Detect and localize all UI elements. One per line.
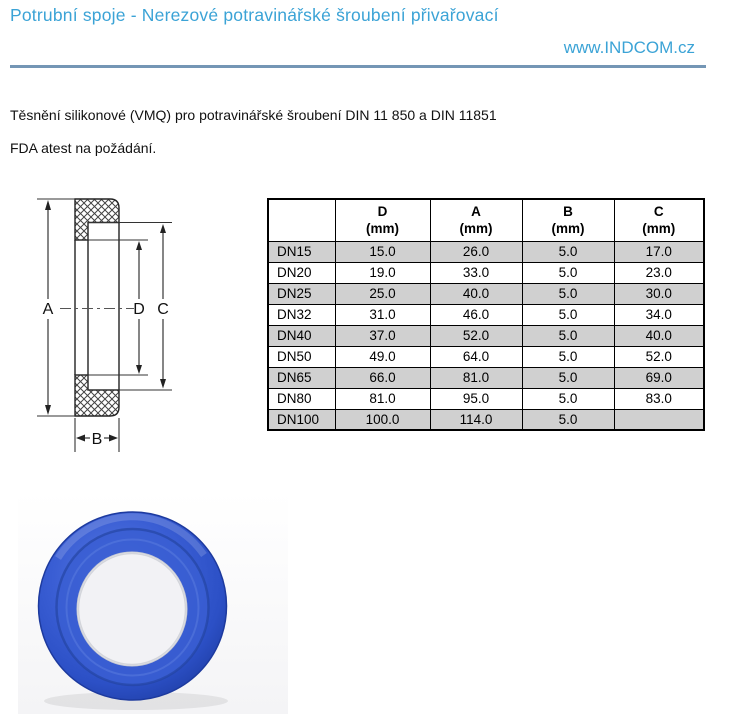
arrow-c-down — [160, 379, 166, 389]
gasket-hole — [76, 551, 188, 667]
intro-line-2: FDA atest na požádání. — [10, 140, 157, 156]
gasket-photo — [18, 492, 288, 714]
table-row: DN15 15.0 26.0 5.0 17.0 — [267, 240, 705, 263]
extension-lines — [37, 198, 172, 452]
table-row: DN32 31.0 46.0 5.0 34.0 — [267, 303, 705, 326]
dimensions-table: D (mm) A (mm) B (mm) C (mm) — [267, 198, 705, 431]
row-label: DN100 — [267, 408, 336, 431]
row-label: DN25 — [267, 282, 336, 305]
col-header-a: A (mm) — [429, 198, 523, 242]
table-row: DN65 66.0 81.0 5.0 69.0 — [267, 366, 705, 389]
profile-bottom-flange — [74, 374, 120, 417]
arrow-a-down — [45, 405, 51, 415]
arrow-d-up — [136, 241, 142, 250]
corner-cell — [267, 198, 336, 242]
arrow-a-up — [45, 200, 51, 210]
table-row: DN50 49.0 64.0 5.0 52.0 — [267, 345, 705, 368]
row-label: DN32 — [267, 303, 336, 326]
row-label: DN40 — [267, 324, 336, 347]
arrow-b-right — [109, 434, 118, 442]
intro-line-1: Těsnění silikonové (VMQ) pro potravinářs… — [10, 107, 497, 123]
gasket-ridge-line — [65, 538, 200, 677]
row-label: DN80 — [267, 387, 336, 410]
page-title: Potrubní spoje - Nerezové potravinářské … — [10, 5, 499, 25]
col-header-c: C (mm) — [613, 198, 705, 242]
gasket-hole-shadow — [77, 552, 187, 666]
arrow-b-left — [76, 434, 85, 442]
gasket-groove-line — [55, 527, 210, 687]
header-divider — [10, 65, 706, 68]
arrow-c-up — [160, 224, 166, 233]
row-label: DN50 — [267, 345, 336, 368]
gasket-cross-section-diagram: A D C B — [37, 198, 172, 452]
dim-label-c: C — [157, 301, 169, 318]
table-row: DN100 100.0 114.0 5.0 — [267, 408, 705, 431]
gasket-shadow — [44, 692, 228, 710]
dim-label-d: D — [133, 301, 145, 318]
table-row: DN25 25.0 40.0 5.0 30.0 — [267, 282, 705, 305]
col-header-b: B (mm) — [521, 198, 615, 242]
arrow-d-down — [136, 365, 142, 374]
table-header-row: D (mm) A (mm) B (mm) C (mm) — [267, 198, 705, 242]
website-link[interactable]: www.INDCOM.cz — [563, 38, 695, 57]
table-row: DN80 81.0 95.0 5.0 83.0 — [267, 387, 705, 410]
dim-label-b: B — [92, 431, 103, 448]
row-label: DN65 — [267, 366, 336, 389]
dim-label-a: A — [43, 301, 54, 318]
col-header-d: D (mm) — [334, 198, 431, 242]
gasket-highlight — [55, 513, 207, 560]
table-row: DN40 37.0 52.0 5.0 40.0 — [267, 324, 705, 347]
row-label: DN15 — [267, 240, 336, 263]
profile-top-flange — [74, 198, 120, 241]
table-row: DN20 19.0 33.0 5.0 23.0 — [267, 261, 705, 284]
profile-body-lines — [74, 222, 120, 390]
row-label: DN20 — [267, 261, 336, 284]
